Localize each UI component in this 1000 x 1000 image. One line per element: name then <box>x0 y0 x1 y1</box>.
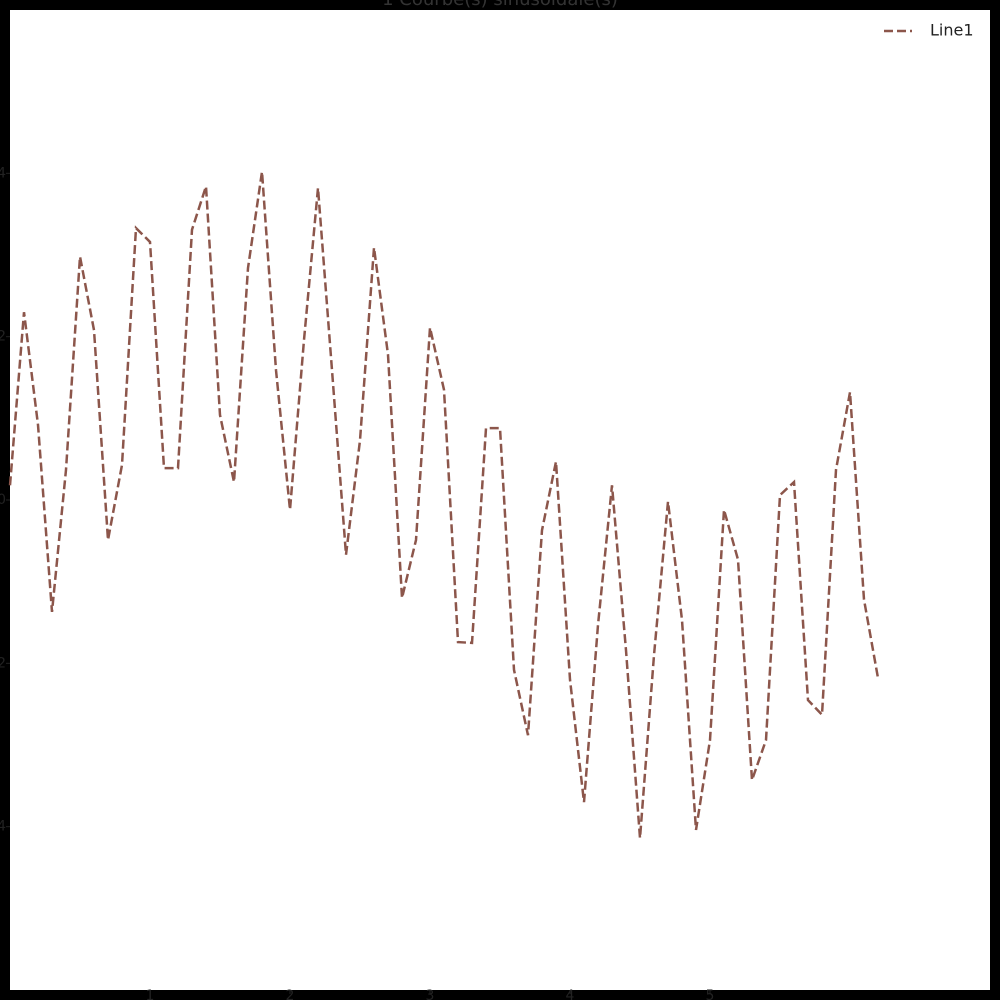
x-tick-label: 1 <box>146 988 155 1000</box>
line-series <box>8 171 880 839</box>
plot-area <box>10 10 990 990</box>
x-tick-label: 5 <box>706 988 715 1000</box>
y-tick-label: -4 <box>0 819 6 835</box>
y-tick-label: 4 <box>0 165 6 181</box>
x-tick-label: 4 <box>566 988 575 1000</box>
y-tick-label: 2 <box>0 329 6 345</box>
x-tick-label: 3 <box>426 988 435 1000</box>
chart-title: 1 Courbe(s) sinusoïdale(s) <box>382 0 618 10</box>
y-tick-label: 0 <box>0 492 6 508</box>
x-tick-label: 2 <box>286 988 295 1000</box>
y-tick-label: -2 <box>0 655 6 671</box>
legend-label: Line1 <box>930 21 974 40</box>
